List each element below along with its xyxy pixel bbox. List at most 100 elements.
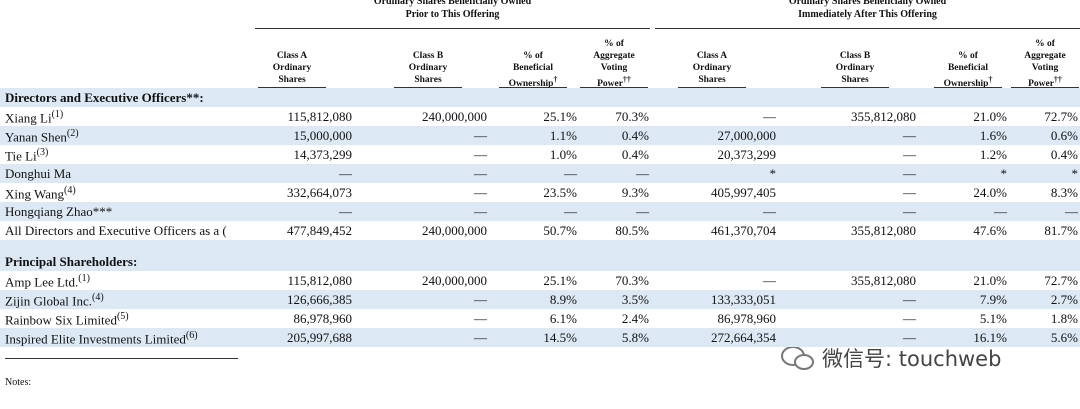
cell: 20,373,299 (717, 147, 777, 162)
cell: 70.3% (615, 273, 649, 288)
cell: 15,000,000 (293, 128, 353, 143)
cell: 14.5% (543, 330, 577, 345)
cell: 355,812,080 (851, 273, 916, 288)
column-header: % of (604, 39, 624, 49)
cell: — (763, 204, 776, 219)
cell: 86,978,960 (717, 311, 777, 326)
group-header: Immediately After This Offering (798, 9, 937, 20)
column-header: Voting (600, 63, 628, 73)
cell: 86,978,960 (293, 311, 353, 326)
column-header: Ordinary (408, 63, 448, 73)
cell: 2.7% (1050, 292, 1078, 307)
group-header: Ordinary Shares Beneficially Owned (788, 0, 947, 7)
cell: 1.8% (1050, 311, 1078, 326)
section-title: Directors and Executive Officers**: (5, 90, 204, 105)
cell: 477,849,452 (287, 223, 352, 238)
cell: 332,664,073 (287, 185, 352, 200)
cell: 70.3% (615, 109, 649, 124)
cell: — (474, 128, 487, 143)
column-header: Voting (1031, 63, 1059, 73)
cell: 0.4% (621, 147, 649, 162)
notes-label: Notes: (5, 377, 32, 388)
header-sup: † (553, 75, 558, 84)
cell: 5.1% (979, 311, 1007, 326)
cell: 25.1% (543, 109, 577, 124)
cell: * (769, 166, 777, 181)
header-underline (678, 87, 746, 88)
cell: 240,000,000 (422, 109, 487, 124)
row-note: (3) (36, 147, 49, 158)
cell: 1.0% (549, 147, 577, 162)
column-header: Shares (278, 75, 306, 85)
row-band (0, 202, 1080, 221)
row-name: Xiang Li(1) (5, 109, 64, 126)
header-underline (499, 87, 567, 88)
row-band (0, 126, 1080, 145)
row-note: (6) (185, 330, 198, 341)
cell: — (763, 273, 776, 288)
cell: — (994, 204, 1007, 219)
cell: 24.0% (973, 185, 1007, 200)
cell: 0.4% (1050, 147, 1078, 162)
column-header: % of (1035, 39, 1055, 49)
column-header: Ordinary (835, 63, 875, 73)
cell: 81.7% (1044, 223, 1078, 238)
cell: 272,664,354 (711, 330, 776, 345)
row-note: (2) (66, 128, 79, 139)
cell: 8.9% (549, 292, 577, 307)
row-name: Donghui Ma (5, 166, 72, 181)
cell: 72.7% (1044, 109, 1078, 124)
cell: 133,333,051 (711, 292, 776, 307)
cell: 2.4% (621, 311, 649, 326)
cell: — (636, 166, 649, 181)
row-name: Inspired Elite Investments Limited(6) (5, 330, 198, 347)
group-rule (255, 28, 650, 29)
column-header: Power†† (597, 75, 631, 90)
column-header: Shares (698, 75, 726, 85)
cell: 205,997,688 (287, 330, 352, 345)
cell: 126,666,385 (287, 292, 352, 307)
cell: 3.5% (621, 292, 649, 307)
column-header: Power†† (1028, 75, 1062, 90)
header-underline (821, 87, 889, 88)
row-note: (1) (78, 273, 90, 284)
cell: * (1071, 166, 1079, 181)
cell: — (474, 147, 487, 162)
row-band (0, 290, 1080, 309)
cell: — (474, 292, 487, 307)
cell: 50.7% (543, 223, 577, 238)
cell: 47.6% (973, 223, 1007, 238)
row-note: (4) (64, 185, 76, 196)
column-header: % of (523, 51, 543, 61)
column-header: Class B (839, 51, 871, 61)
cell: — (903, 185, 916, 200)
column-header: Class A (276, 51, 308, 61)
cell: — (903, 166, 916, 181)
row-name: Hongqiang Zhao*** (5, 204, 113, 219)
cell: 405,997,405 (711, 185, 776, 200)
row-name: Rainbow Six Limited(5) (5, 311, 129, 328)
row-name: All Directors and Executive Officers as … (5, 223, 227, 238)
cell: 1.1% (549, 128, 577, 143)
group-header: Ordinary Shares Beneficially Owned (373, 0, 532, 7)
header-underline (934, 87, 1002, 88)
cell: * (1000, 166, 1008, 181)
watermark: 微信号: touchweb (822, 347, 1002, 371)
cell: 8.3% (1050, 185, 1078, 200)
header-sup: † (988, 75, 993, 84)
cell: 355,812,080 (851, 109, 916, 124)
cell: — (903, 311, 916, 326)
header-underline (258, 87, 326, 88)
row-band (0, 164, 1080, 183)
cell: — (763, 109, 776, 124)
cell: — (903, 128, 916, 143)
cell: 0.4% (621, 128, 649, 143)
cell: 27,000,000 (717, 128, 777, 143)
cell: — (474, 204, 487, 219)
header-underline (1011, 87, 1079, 88)
column-header: Ordinary (272, 63, 312, 73)
notes-rule (5, 358, 238, 359)
column-header: Ownership† (508, 75, 558, 90)
cell: 14,373,299 (293, 147, 353, 162)
cell: 80.5% (615, 223, 649, 238)
